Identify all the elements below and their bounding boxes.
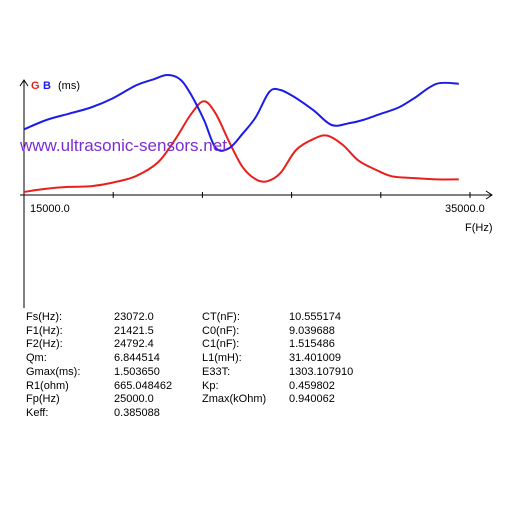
parameter-value: 9.039688 [289, 324, 335, 337]
parameter-label: Kp: [202, 379, 219, 392]
parameter-value: 10.555174 [289, 311, 341, 323]
parameter-value: 0.459802 [289, 379, 335, 392]
parameter-label: E33T: [202, 365, 231, 378]
parameter-value: 1.503650 [114, 365, 160, 378]
parameter-label [202, 407, 289, 421]
legend-unit: (ms) [58, 80, 80, 92]
parameter-row: Keff: 0.385088 [26, 407, 353, 421]
x-tick-label-start: 15000.0 [30, 203, 70, 215]
parameter-value: 665.048462 [114, 379, 173, 392]
series-b-line [23, 73, 459, 152]
parameter-row: F2(Hz): 24792.4 C1(nF): 1.515486 [26, 338, 353, 352]
legend-b: B [43, 80, 51, 92]
parameter-value: 31.401009 [289, 352, 341, 365]
parameter-label: Zmax(kOhm) [202, 393, 267, 406]
parameter-value: 24792.4 [114, 338, 154, 351]
legend-g: G [31, 80, 40, 92]
x-ticks [23, 192, 471, 198]
parameter-value: 25000.0 [114, 393, 154, 406]
parameter-value: 1.515486 [289, 338, 335, 351]
parameter-label: Gmax(ms): [26, 365, 81, 378]
parameter-value [289, 407, 353, 421]
x-axis-arrow [485, 190, 493, 200]
parameter-label: Fp(Hz) [26, 393, 60, 406]
parameter-label: C0(nF): [202, 324, 240, 337]
parameter-label: Qm: [26, 352, 47, 365]
x-tick-label-end: 35000.0 [445, 203, 485, 215]
parameter-row: Fs(Hz): 23072.0 CT(nF): 10.555174 [26, 311, 353, 325]
parameter-table: Fs(Hz): 23072.0 CT(nF): 10.555174 F1(Hz): 214… [26, 311, 353, 421]
parameter-row: Gmax(ms): 1.503650 E33T: 1303.107910 [26, 366, 353, 380]
parameter-label: Fs(Hz): [26, 311, 63, 323]
parameter-label: Keff: [26, 406, 49, 419]
parameter-row: F1(Hz): 21421.5 C0(nF): 9.039688 [26, 325, 353, 339]
parameter-label: C1(nF): [202, 338, 240, 351]
y-axis-arrow [19, 79, 29, 87]
parameter-value: 0.385088 [114, 406, 160, 419]
parameter-value: 23072.0 [114, 311, 154, 323]
x-axis-label: F(Hz) [465, 222, 493, 234]
parameter-label: F1(Hz): [26, 324, 63, 337]
parameter-row: Fp(Hz) 25000.0 Zmax(kOhm) 0.940062 [26, 393, 353, 407]
parameter-row: Qm: 6.844514 L1(mH): 31.401009 [26, 352, 353, 366]
parameter-value: 21421.5 [114, 324, 154, 337]
parameter-value: 1303.107910 [289, 365, 354, 378]
parameter-label: CT(nF): [202, 311, 240, 323]
parameter-label: R1(ohm) [26, 379, 69, 392]
parameter-value: 6.844514 [114, 352, 160, 365]
parameter-label: L1(mH): [202, 352, 242, 365]
series-g-line [23, 100, 459, 193]
parameter-row: R1(ohm) 665.048462 Kp: 0.459802 [26, 380, 353, 394]
watermark: www.ultrasonic-sensors.net [19, 136, 227, 155]
parameter-value: 0.940062 [289, 393, 335, 406]
parameter-label: F2(Hz): [26, 338, 63, 351]
